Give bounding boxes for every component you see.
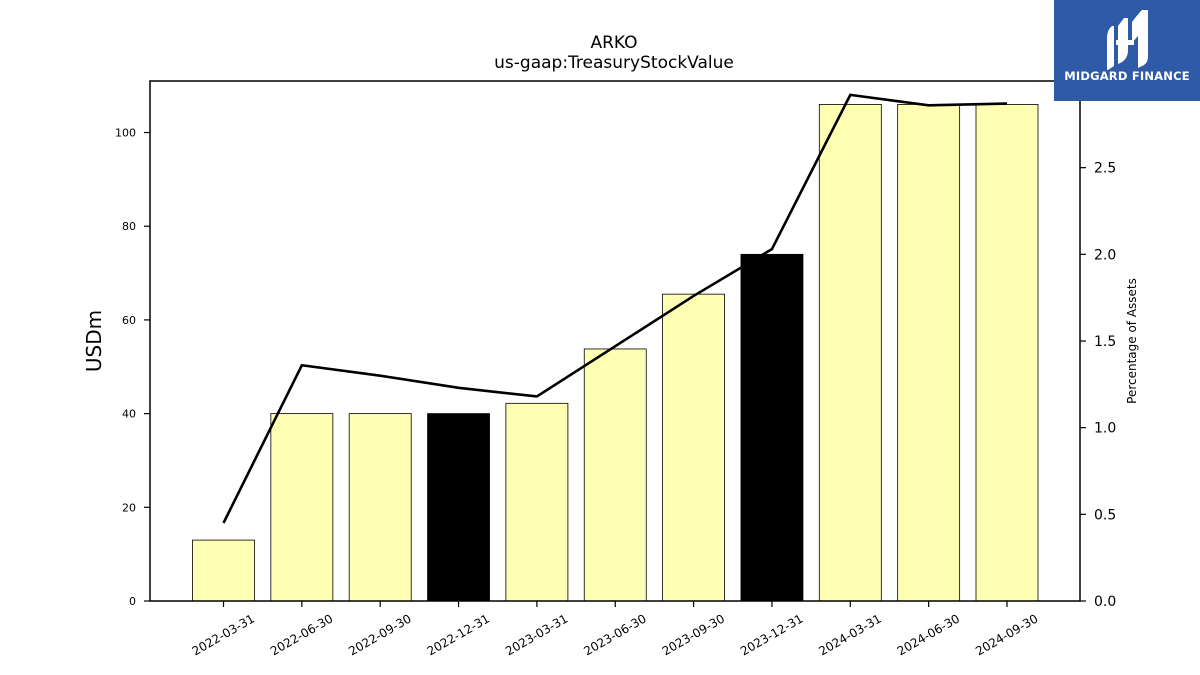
bar-2023-06-30 <box>583 348 647 602</box>
bar-2024-03-31 <box>818 104 882 602</box>
x-tick-label: 2024-03-31 <box>816 611 883 658</box>
y-axis-label: USDm <box>82 310 106 372</box>
bar-2024-09-30 <box>975 104 1039 602</box>
right-tick-label: 1.0 <box>1094 421 1116 437</box>
x-tick-label: 2024-06-30 <box>895 611 962 658</box>
left-tick-label: 40 <box>122 408 136 421</box>
x-tick-label: 2023-12-31 <box>738 611 805 658</box>
x-axis-ticks: 2022-03-31 2022-06-30 2022-09-30 2022-12-31… <box>190 601 1041 658</box>
right-axis-ticks: 0.0 0.5 1.0 1.5 2.0 2.5 <box>1080 161 1116 610</box>
x-tick-label: 2023-09-30 <box>660 611 727 658</box>
logo-text: MIDGARD FINANCE <box>1064 69 1190 83</box>
bar-2023-03-31 <box>505 402 569 602</box>
bar-2022-06-30 <box>270 413 334 602</box>
chart-subtitle: us-gaap:TreasuryStockValue <box>494 53 734 73</box>
bar-2023-12-31 <box>740 253 804 602</box>
bar-2023-09-30 <box>662 293 725 602</box>
y2-axis-label: Percentage of Assets <box>1125 278 1139 404</box>
x-tick-label: 2022-09-30 <box>346 611 413 658</box>
percent-of-assets-line <box>222 93 1008 524</box>
bar-2022-09-30 <box>348 413 412 602</box>
right-tick-label: 2.0 <box>1094 247 1116 263</box>
bar-2022-12-31 <box>427 413 490 602</box>
right-tick-label: 0.5 <box>1094 507 1116 523</box>
left-axis-ticks: 0 20 40 60 80 100 <box>115 127 150 608</box>
left-tick-label: 60 <box>122 314 136 327</box>
right-tick-label: 0.0 <box>1094 594 1116 610</box>
bar-2024-06-30 <box>897 104 961 602</box>
bar-2022-03-31 <box>192 539 255 602</box>
x-tick-label: 2023-03-31 <box>503 611 570 658</box>
right-tick-label: 2.5 <box>1094 161 1116 177</box>
chart-title: ARKO <box>590 33 637 53</box>
x-tick-label: 2022-06-30 <box>268 611 335 658</box>
bars-layer <box>192 104 1039 602</box>
right-tick-label: 1.5 <box>1094 334 1116 350</box>
left-tick-label: 100 <box>115 127 136 140</box>
x-tick-label: 2023-06-30 <box>581 611 648 658</box>
left-tick-label: 0 <box>129 595 136 608</box>
midgard-finance-logo: MIDGARD FINANCE <box>1054 0 1200 101</box>
left-tick-label: 20 <box>122 501 136 514</box>
x-tick-label: 2022-03-31 <box>190 611 257 658</box>
left-tick-label: 80 <box>122 220 136 233</box>
x-tick-label: 2022-12-31 <box>425 611 492 658</box>
x-tick-label: 2024-09-30 <box>973 611 1040 658</box>
logo-mark-icon <box>1107 10 1148 70</box>
